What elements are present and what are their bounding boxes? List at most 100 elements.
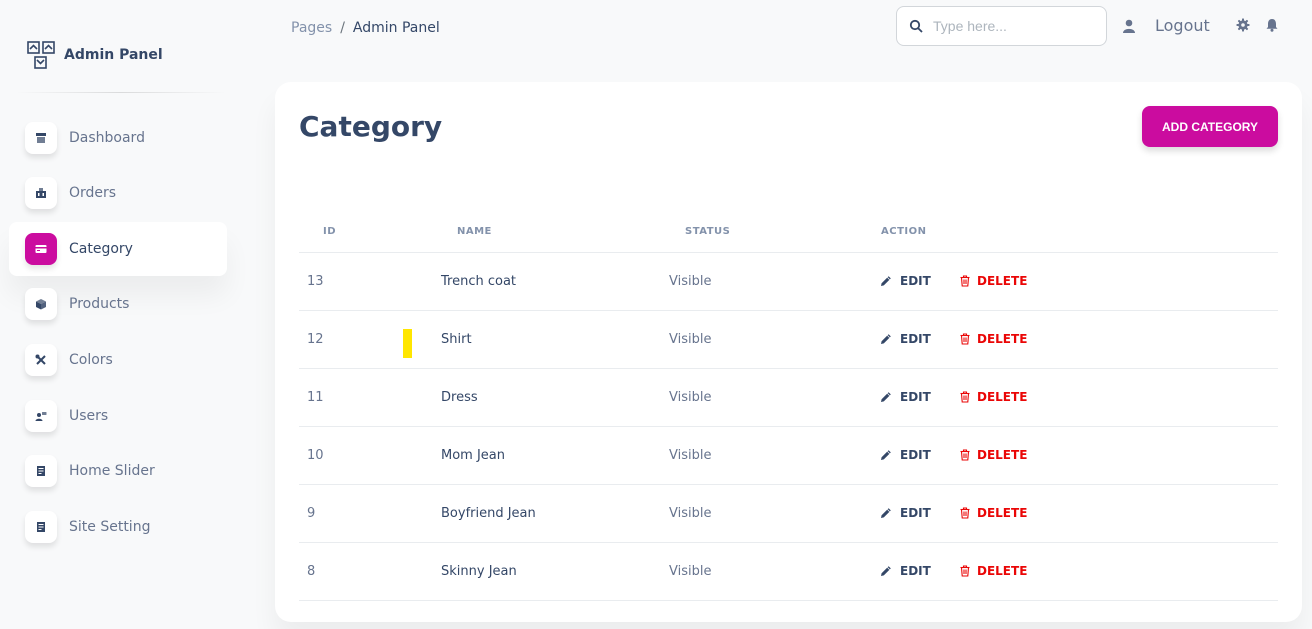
cell-status: Visible <box>669 332 712 347</box>
sidebar-item-label: Colors <box>69 352 113 368</box>
delete-label: DELETE <box>977 448 1028 462</box>
column-header-status: STATUS <box>685 226 731 237</box>
cell-id: 9 <box>307 506 316 521</box>
logout-label: Logout <box>1155 16 1210 35</box>
delete-button[interactable]: DELETE <box>959 506 1027 520</box>
edit-button[interactable]: EDIT <box>880 564 931 578</box>
brand-logo-icon <box>27 41 55 69</box>
office-icon <box>25 177 57 209</box>
column-header-action: ACTION <box>881 226 927 237</box>
sidebar-item-colors[interactable]: Colors <box>9 333 227 387</box>
sidebar-item-label: Category <box>69 241 133 257</box>
trash-icon <box>960 275 970 287</box>
page-title: Category <box>299 110 443 143</box>
delete-label: DELETE <box>977 332 1028 346</box>
cell-id: 13 <box>307 274 324 289</box>
trash-icon <box>960 449 970 461</box>
breadcrumb-link-pages[interactable]: Pages <box>291 20 333 36</box>
delete-button[interactable]: DELETE <box>959 332 1027 346</box>
delete-button[interactable]: DELETE <box>959 448 1027 462</box>
cell-name: Shirt <box>441 332 472 347</box>
cell-id: 10 <box>307 448 324 463</box>
document-icon <box>25 511 57 543</box>
document-icon <box>25 455 57 487</box>
edit-button[interactable]: EDIT <box>880 506 931 520</box>
table-row: 12 Shirt Visible EDIT DELETE <box>299 311 1278 369</box>
delete-label: DELETE <box>977 564 1028 578</box>
table-row: 10 Mom Jean Visible EDIT DELETE <box>299 427 1278 485</box>
category-card: Category ADD CATEGORY ID NAME STATUS ACT… <box>275 82 1302 622</box>
edit-button[interactable]: EDIT <box>880 390 931 404</box>
customer-support-icon <box>25 400 57 432</box>
edit-button[interactable]: EDIT <box>880 274 931 288</box>
sidebar-item-label: Orders <box>69 185 117 201</box>
edit-label: EDIT <box>900 332 931 346</box>
table-row: 9 Boyfriend Jean Visible EDIT DELETE <box>299 485 1278 543</box>
brand[interactable]: Admin Panel <box>26 40 163 70</box>
table-row: 11 Dress Visible EDIT DELETE <box>299 369 1278 427</box>
sidebar-item-category[interactable]: Category <box>9 222 227 276</box>
cell-name: Skinny Jean <box>441 564 517 579</box>
edit-label: EDIT <box>900 390 931 404</box>
brand-name: Admin Panel <box>64 47 163 63</box>
sidebar-item-label: Dashboard <box>69 130 145 146</box>
trash-icon <box>960 507 970 519</box>
breadcrumb-current: Admin Panel <box>352 20 440 36</box>
edit-label: EDIT <box>900 274 931 288</box>
bell-icon[interactable] <box>1265 18 1279 32</box>
sidebar-item-label: Home Slider <box>69 463 155 479</box>
cell-name: Mom Jean <box>441 448 506 463</box>
sidebar: Admin Panel Dashboard Orders Category Pr… <box>0 0 240 629</box>
trash-icon <box>960 333 970 345</box>
sidebar-item-label: Site Setting <box>69 519 151 535</box>
logout-button[interactable]: Logout <box>1122 16 1210 35</box>
pencil-icon <box>881 334 891 344</box>
pencil-icon <box>881 508 891 518</box>
pencil-icon <box>881 450 891 460</box>
gear-icon[interactable] <box>1236 18 1250 32</box>
table-row: 13 Trench coat Visible EDIT DELETE <box>299 253 1278 311</box>
column-header-id: ID <box>323 226 337 237</box>
highlight-marker <box>403 329 412 358</box>
sidebar-item-dashboard[interactable]: Dashboard <box>9 111 227 165</box>
delete-label: DELETE <box>977 506 1028 520</box>
sidebar-item-orders[interactable]: Orders <box>9 166 227 220</box>
delete-label: DELETE <box>977 390 1028 404</box>
delete-button[interactable]: DELETE <box>959 390 1027 404</box>
breadcrumb: Pages / Admin Panel <box>291 20 440 36</box>
delete-button[interactable]: DELETE <box>959 274 1027 288</box>
sidebar-item-label: Products <box>69 296 130 312</box>
credit-card-icon <box>25 233 57 265</box>
search-box <box>896 6 1107 46</box>
cell-status: Visible <box>669 564 712 579</box>
edit-button[interactable]: EDIT <box>880 332 931 346</box>
edit-button[interactable]: EDIT <box>880 448 931 462</box>
cell-id: 11 <box>307 390 324 405</box>
edit-label: EDIT <box>900 506 931 520</box>
row-divider <box>299 484 1278 485</box>
trash-icon <box>960 565 970 577</box>
sidebar-item-products[interactable]: Products <box>9 277 227 331</box>
row-divider <box>299 600 1278 601</box>
pencil-icon <box>881 566 891 576</box>
sidebar-divider <box>16 92 226 93</box>
search-input[interactable] <box>933 18 1093 34</box>
cell-status: Visible <box>669 506 712 521</box>
cell-id: 8 <box>307 564 316 579</box>
box-3d-icon <box>25 288 57 320</box>
trash-icon <box>960 391 970 403</box>
row-divider <box>299 310 1278 311</box>
row-divider <box>299 426 1278 427</box>
sidebar-item-home-slider[interactable]: Home Slider <box>9 444 227 498</box>
table-header-divider <box>299 252 1278 253</box>
delete-button[interactable]: DELETE <box>959 564 1027 578</box>
pencil-icon <box>881 392 891 402</box>
sidebar-item-site-setting[interactable]: Site Setting <box>9 500 227 554</box>
user-icon <box>1123 19 1135 33</box>
shop-icon <box>25 122 57 154</box>
row-divider <box>299 368 1278 369</box>
search-icon <box>909 19 923 33</box>
sidebar-item-users[interactable]: Users <box>9 389 227 443</box>
column-header-name: NAME <box>457 226 492 237</box>
add-category-button[interactable]: ADD CATEGORY <box>1142 106 1278 147</box>
